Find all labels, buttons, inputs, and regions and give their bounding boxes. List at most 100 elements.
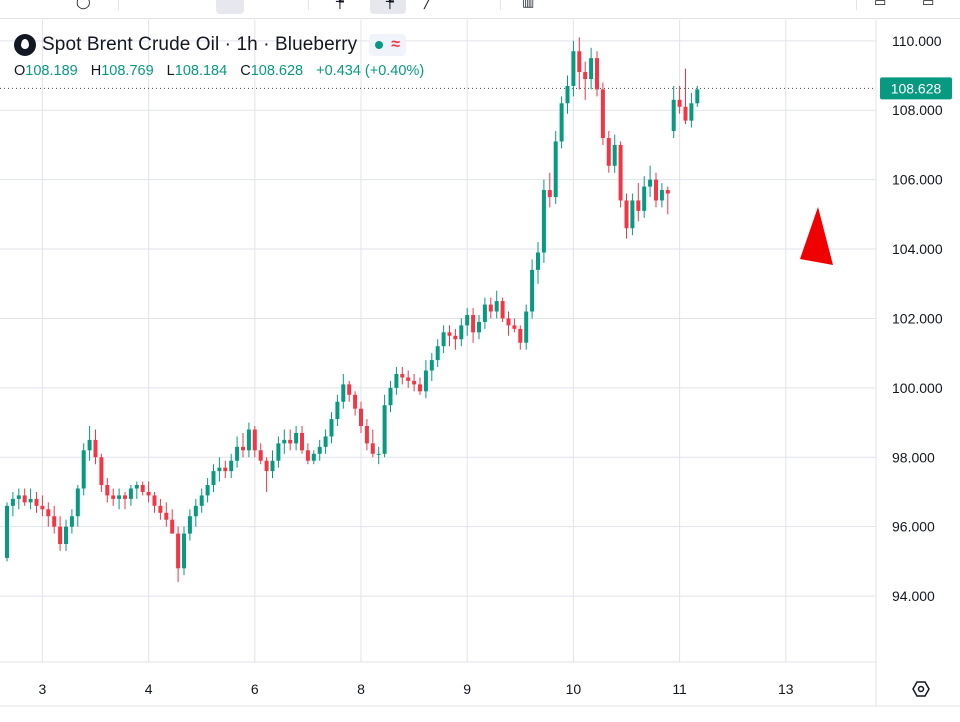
candle-body-down [488, 304, 493, 312]
candle-body-down [123, 495, 127, 499]
candle-body-down [34, 498, 39, 506]
candle-body-down [583, 72, 588, 79]
candle-body-down [506, 318, 511, 326]
candle-body-up [28, 498, 33, 503]
candle-body-down [40, 505, 45, 510]
y-tick-label: 98.000 [892, 449, 935, 465]
candle-body-down [111, 495, 116, 499]
candle-body-up [571, 51, 576, 86]
candle-body-down [140, 485, 145, 492]
candle-body-up [671, 99, 676, 132]
indicators-icon[interactable]: ▥ [522, 0, 535, 9]
layout-icon[interactable]: ▭ [874, 0, 887, 9]
candle-body-up [524, 311, 529, 343]
candle-body-down [453, 335, 458, 340]
candle-body-down [677, 99, 682, 107]
low-value: 108.184 [174, 63, 228, 79]
candle-body-up [329, 419, 334, 437]
candle-body-down [58, 526, 63, 545]
toolbar-divider [308, 0, 309, 10]
candle-body-up [429, 360, 434, 371]
toolbar-button[interactable] [216, 0, 244, 14]
candle-body-up [565, 85, 570, 104]
undo-icon[interactable]: ◯ [76, 0, 91, 9]
candle-body-down [146, 491, 151, 496]
candle-body-up [589, 58, 594, 79]
candle-body-up [559, 103, 564, 142]
candle-body-up [659, 190, 664, 201]
market-open-dot-icon [375, 41, 384, 49]
candle-body-up [630, 200, 635, 229]
candle-body-up [482, 304, 487, 322]
close-value: 108.628 [250, 63, 304, 79]
candle-body-down [241, 446, 245, 451]
ohlc-values: O108.189 H108.769 L108.184 C108.628 +0.4… [14, 63, 433, 79]
symbol-legend[interactable]: Spot Brent Crude Oil · 1h · Blueberry ≈ [14, 31, 407, 59]
delayed-data-wave-icon: ≈ [391, 36, 401, 53]
candle-body-up [341, 384, 346, 402]
candle-body-up [311, 453, 316, 461]
candle-body-down [176, 533, 181, 569]
y-tick-label: 104.000 [892, 241, 943, 257]
candle-body-down [252, 429, 257, 451]
area-icon[interactable]: ╱ [424, 0, 432, 9]
candle-body-down [223, 467, 228, 472]
candle-body-down [258, 450, 263, 461]
oil-drop-icon [14, 34, 36, 56]
high-value: 108.769 [101, 63, 154, 79]
change-value: +0.434 (+0.40%) [316, 63, 425, 79]
candle-body-up [465, 314, 470, 326]
candle-body-up [75, 488, 80, 517]
candle-body-down [547, 190, 552, 197]
time-axis: 3 4 6 8 9 10 11 13 [39, 681, 794, 697]
candle-body-up [394, 373, 399, 388]
candle-body-up [689, 103, 694, 121]
toolbar-divider [500, 0, 501, 10]
y-tick-label: 100.000 [892, 380, 943, 396]
candle-body-up [382, 405, 387, 454]
gear-center [917, 685, 925, 693]
candle-body-down [618, 144, 623, 201]
candle-body-up [217, 467, 222, 472]
open-key: O [14, 63, 26, 79]
candle-body-down [500, 301, 505, 319]
candle-body-up [553, 141, 558, 197]
candle-body-down [624, 200, 629, 229]
candle-body-up [612, 144, 617, 166]
candle-body-up [134, 485, 139, 489]
bars-icon[interactable]: ╄ [386, 0, 394, 9]
market-status-badge[interactable]: ≈ [369, 34, 407, 56]
candle-body-down [406, 377, 411, 381]
x-tick-label: 9 [463, 681, 471, 697]
candle-body-up [87, 439, 92, 451]
y-tick-label: 102.000 [892, 310, 943, 326]
x-tick-label: 6 [251, 681, 259, 697]
candle-body-down [447, 332, 452, 336]
x-tick-label: 3 [39, 681, 47, 697]
candle-body-down [600, 89, 605, 138]
top-toolbar: ◯ ╄ ╄ ╱ ▥ ▭ ▭ [0, 0, 960, 19]
candle-body-up [536, 252, 540, 270]
candle-body-up [205, 485, 210, 496]
candle-body-down [93, 439, 98, 458]
candle-body-down [518, 328, 523, 343]
candles-icon[interactable]: ╄ [336, 0, 344, 9]
symbol-title[interactable]: Spot Brent Crude Oil · 1h · Blueberry [42, 34, 358, 55]
bar-style-button[interactable] [370, 0, 406, 14]
y-tick-label: 96.000 [892, 519, 935, 535]
candle-body-down [359, 408, 363, 427]
close-key: C [240, 63, 251, 79]
candle-body-down [654, 179, 658, 201]
high-key: H [90, 63, 102, 79]
candle-body-down [305, 450, 310, 461]
price-axis: 110.000 108.000 106.000 104.000 102.000 100.0… [880, 33, 952, 697]
fullscreen-icon[interactable]: ▭ [922, 0, 935, 9]
candle-body-down [595, 58, 599, 90]
candle-body-up [235, 446, 240, 461]
candle-body-up [246, 429, 251, 451]
settings-gear-icon[interactable] [912, 681, 930, 697]
candle-body-down [105, 485, 110, 496]
candle-body-down [606, 137, 611, 166]
candle-body-up [648, 179, 653, 187]
